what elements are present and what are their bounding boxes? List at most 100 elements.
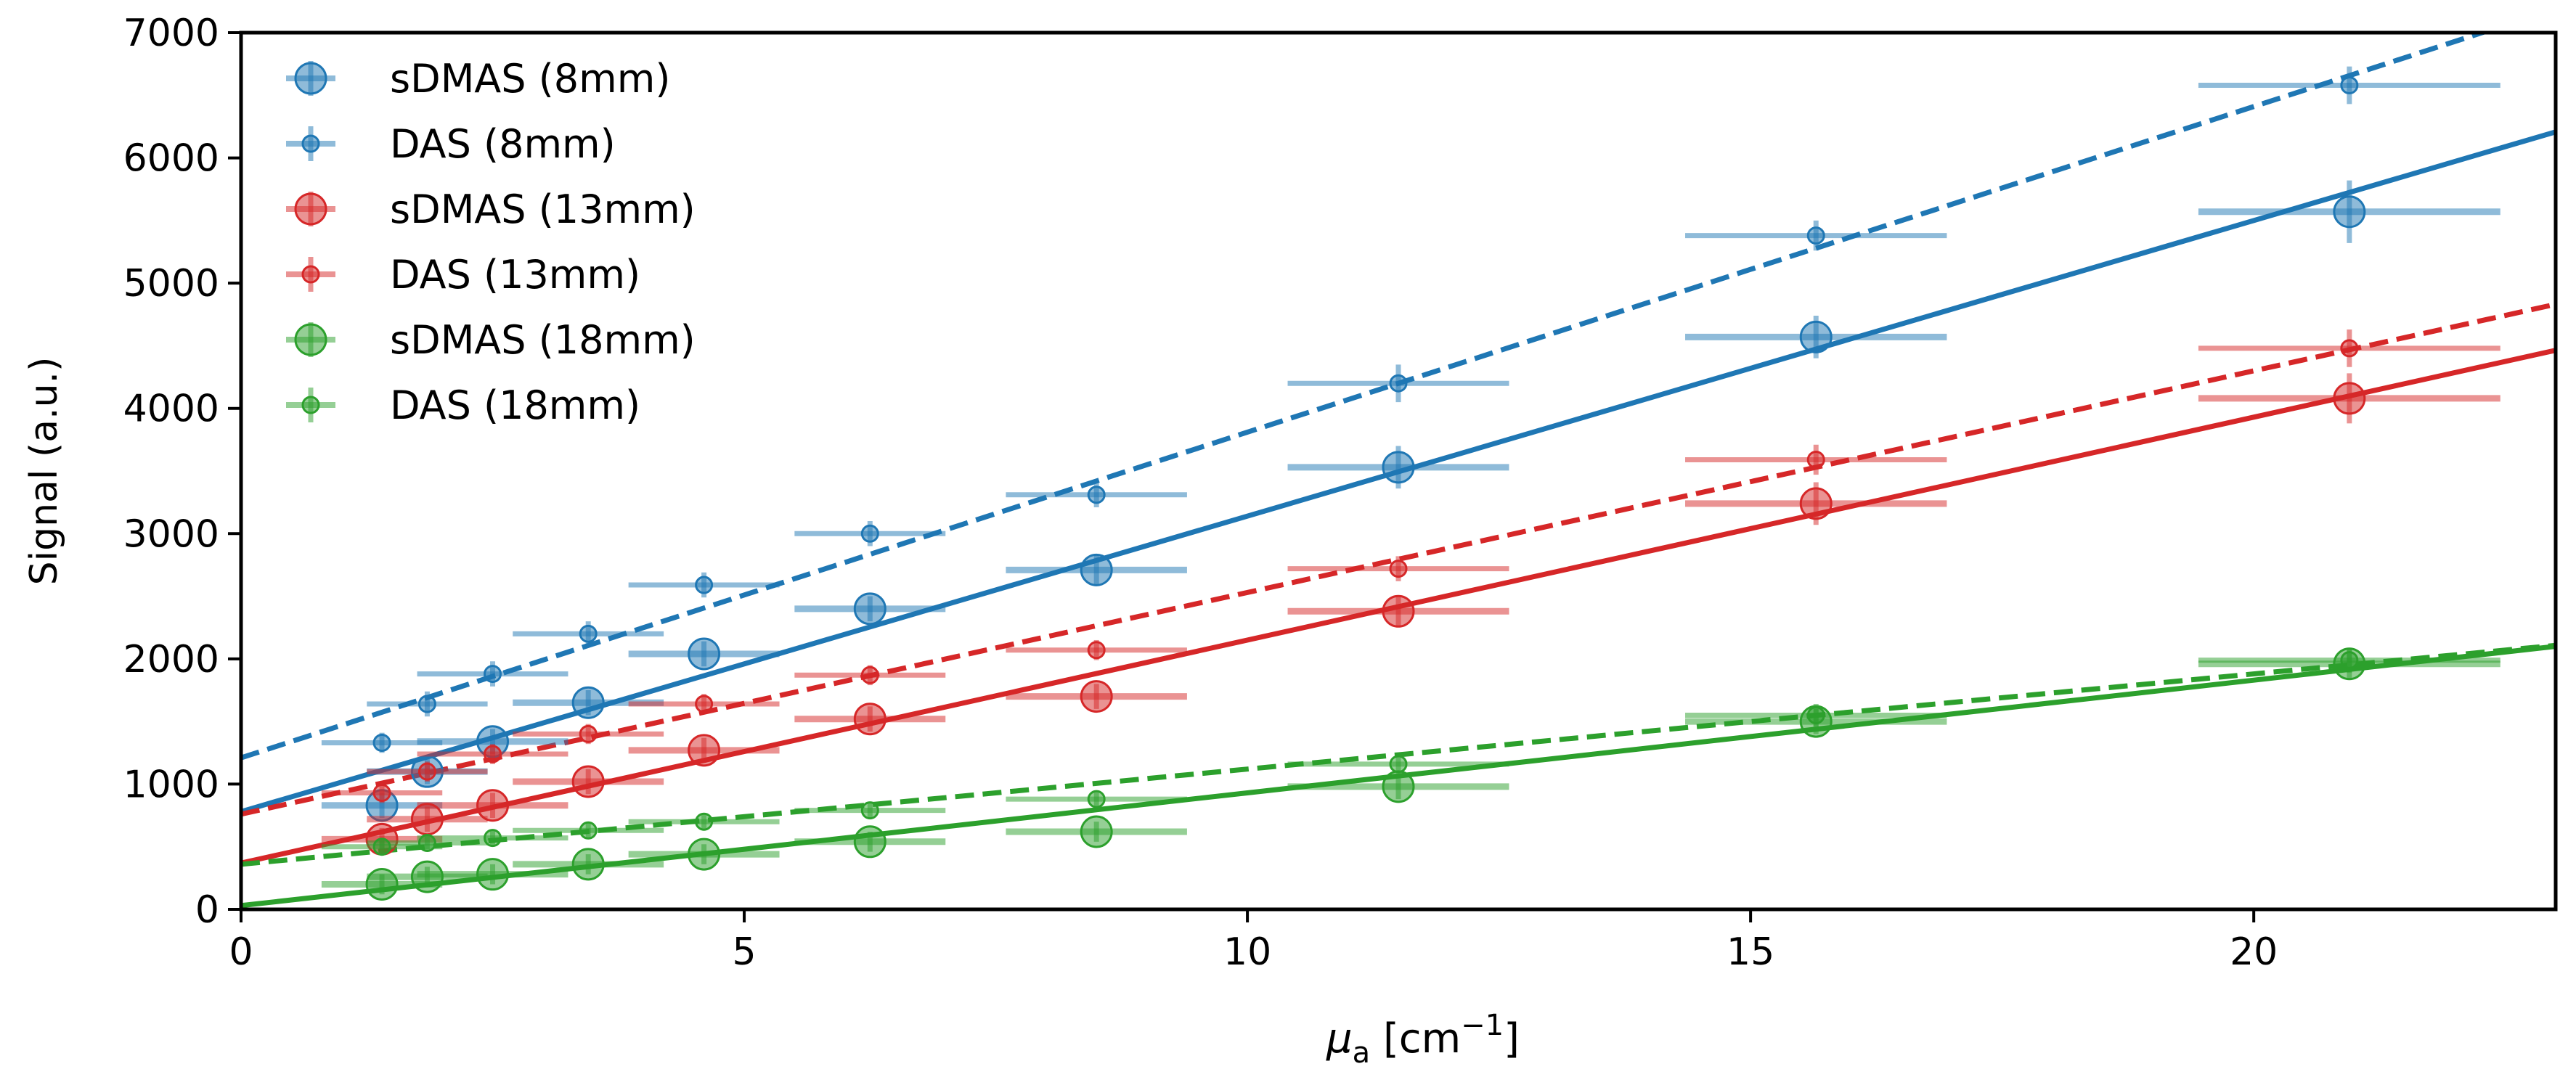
x-axis-label: μa [cm−1]: [1326, 1009, 1520, 1070]
marker: [1382, 770, 1415, 803]
marker: [853, 592, 886, 626]
marker: [2340, 339, 2359, 358]
data-point: [513, 621, 664, 647]
legend-entry: sDMAS (13mm): [286, 187, 696, 232]
legend-entry: DAS (8mm): [286, 121, 616, 167]
data-markers: [321, 66, 2500, 901]
y-tick-label: 6000: [123, 137, 219, 181]
legend-marker: [294, 192, 327, 226]
marker: [1080, 553, 1113, 586]
data-point: [1287, 364, 1509, 403]
legend-marker: [294, 323, 327, 356]
x-tick-label: 0: [229, 930, 253, 974]
data-point: [417, 829, 568, 848]
marker: [688, 838, 721, 871]
data-point: [2198, 329, 2500, 367]
marker: [2333, 195, 2366, 229]
data-point: [2198, 180, 2500, 243]
legend-entry: sDMAS (18mm): [286, 317, 696, 363]
axes-frame: [239, 30, 2558, 912]
data-point: [1287, 594, 1509, 628]
data-point: [628, 694, 780, 714]
marker: [1389, 374, 1408, 393]
marker: [853, 825, 886, 859]
marker: [1087, 486, 1106, 504]
data-point: [1287, 770, 1509, 803]
marker: [688, 734, 721, 767]
fit-line: [241, 301, 2556, 817]
data-point: [417, 789, 568, 822]
data-point: [513, 821, 664, 840]
legend-label: DAS (13mm): [390, 252, 640, 298]
data-point: [1287, 446, 1509, 489]
marker: [1806, 450, 1825, 469]
marker: [571, 686, 605, 719]
data-point: [794, 521, 946, 546]
marker: [571, 848, 605, 881]
marker: [860, 801, 879, 820]
data-point: [1006, 790, 1187, 808]
marker: [1389, 755, 1408, 774]
marker: [1806, 226, 1825, 245]
data-point: [367, 803, 488, 836]
data-point: [628, 812, 780, 831]
data-point: [794, 801, 946, 820]
data-point: [417, 858, 568, 891]
data-point: [367, 761, 488, 782]
legend-marker: [301, 134, 320, 153]
marker: [695, 695, 714, 713]
data-point: [794, 825, 946, 859]
marker: [579, 821, 598, 840]
y-tick-label: 0: [195, 888, 219, 932]
marker: [484, 665, 502, 684]
data-point: [2198, 373, 2500, 424]
marker: [579, 724, 598, 743]
data-point: [794, 592, 946, 626]
marker: [476, 858, 510, 891]
marker: [1806, 706, 1825, 725]
marker: [579, 624, 598, 643]
marker: [2340, 651, 2359, 670]
marker: [1382, 594, 1415, 628]
data-point: [794, 703, 946, 736]
legend-label: DAS (18mm): [390, 382, 640, 428]
legend-marker: [301, 265, 320, 284]
marker: [1382, 451, 1415, 484]
y-tick-label: 1000: [123, 763, 219, 806]
data-point: [513, 724, 664, 745]
data-point: [2198, 66, 2500, 105]
marker: [1087, 790, 1106, 808]
data-point: [321, 732, 443, 753]
x-axis: 0 5 10 15 20: [229, 909, 2278, 974]
plot-area: [241, 33, 2556, 909]
marker: [695, 812, 714, 831]
data-point: [1685, 316, 1947, 359]
y-tick-label: 4000: [123, 388, 219, 431]
x-tick-label: 15: [1727, 930, 1774, 974]
x-tick-label: 5: [732, 930, 756, 974]
y-tick-label: 7000: [123, 12, 219, 55]
data-point: [417, 661, 568, 687]
legend-marker: [294, 62, 327, 95]
marker: [1087, 641, 1106, 660]
marker: [695, 576, 714, 594]
marker: [688, 637, 721, 671]
legend-label: sDMAS (8mm): [390, 56, 670, 102]
legend-label: sDMAS (18mm): [390, 317, 696, 363]
marker: [860, 524, 879, 543]
data-point: [1685, 220, 1947, 251]
data-point: [1006, 553, 1187, 586]
data-point: [628, 838, 780, 871]
legend-entry: DAS (18mm): [286, 382, 640, 428]
data-point: [1006, 680, 1187, 713]
data-point: [513, 848, 664, 881]
x-tick-label: 10: [1223, 930, 1271, 974]
legend-label: sDMAS (13mm): [390, 187, 696, 232]
marker: [571, 765, 605, 798]
marker: [372, 733, 391, 752]
y-tick-label: 5000: [123, 262, 219, 306]
y-axis-label: Signal (a.u.): [23, 357, 66, 586]
data-point: [628, 734, 780, 767]
